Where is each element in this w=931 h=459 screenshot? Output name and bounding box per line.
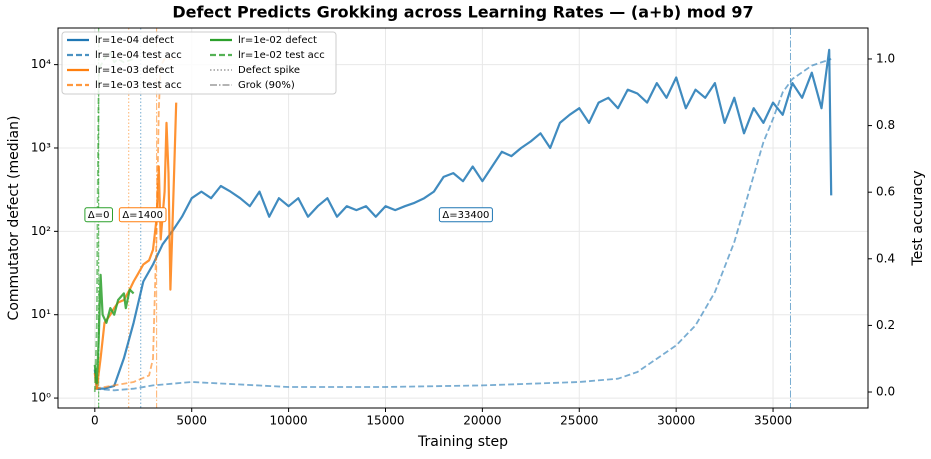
annotation: Δ=0	[88, 210, 110, 221]
annotation: Δ=33400	[442, 210, 489, 221]
x-tick-label: 35000	[754, 414, 792, 428]
annotation: Δ=1400	[122, 210, 163, 221]
x-axis-label: Training step	[417, 434, 508, 450]
y-axis-label: Commutator defect (median)	[6, 116, 22, 321]
y-tick-label: 10²	[31, 224, 51, 238]
series-line	[94, 58, 832, 392]
y-tick-label: 10⁰	[31, 391, 51, 405]
legend-label: lr=1e-02 defect	[238, 35, 317, 46]
y2-tick-label: 0.0	[876, 385, 895, 399]
y-tick-label: 10¹	[31, 307, 51, 321]
legend-label: lr=1e-03 test acc	[95, 80, 182, 91]
x-tick-label: 15000	[366, 414, 404, 428]
x-tick-label: 0	[91, 414, 99, 428]
legend-label: lr=1e-03 defect	[95, 65, 174, 76]
legend-label: Defect spike	[238, 65, 300, 76]
x-tick-label: 25000	[560, 414, 598, 428]
plot-frame	[57, 27, 869, 409]
legend-label: lr=1e-04 defect	[95, 35, 174, 46]
legend-label: lr=1e-04 test acc	[95, 50, 182, 61]
chart-title: Defect Predicts Grokking across Learning…	[172, 3, 753, 22]
y2-tick-label: 0.8	[876, 118, 895, 132]
y2-tick-label: 0.4	[876, 251, 895, 265]
series-line	[93, 273, 135, 385]
legend-box	[61, 31, 337, 95]
annotation-box	[84, 207, 113, 223]
y-tick-label: 10³	[31, 140, 51, 154]
y2-tick-label: 0.6	[876, 185, 895, 199]
x-tick-label: 30000	[657, 414, 695, 428]
x-tick-label: 20000	[463, 414, 501, 428]
legend-label: Grok (90%)	[238, 80, 295, 91]
y2-axis-label: Test accuracy	[910, 170, 926, 266]
annotation-box	[438, 207, 493, 223]
x-tick-label: 10000	[270, 414, 308, 428]
series-line	[93, 48, 833, 390]
y2-tick-label: 1.0	[876, 51, 895, 65]
x-tick-label: 5000	[176, 414, 207, 428]
annotation-box	[118, 207, 167, 223]
legend-label: lr=1e-02 test acc	[238, 50, 325, 61]
y-tick-label: 10⁴	[31, 57, 51, 71]
y2-tick-label: 0.2	[876, 318, 895, 332]
series-line	[93, 102, 178, 390]
